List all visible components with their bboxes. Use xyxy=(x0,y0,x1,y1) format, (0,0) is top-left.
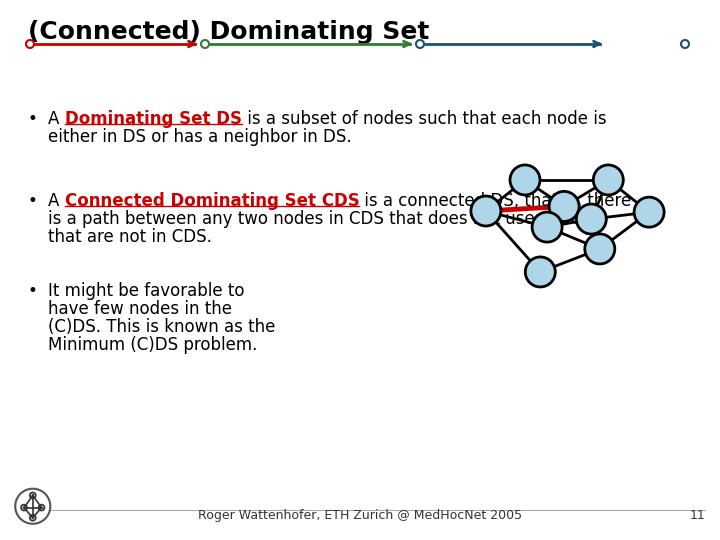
Circle shape xyxy=(532,212,562,242)
Text: is a subset of nodes such that each node is: is a subset of nodes such that each node… xyxy=(242,110,606,128)
Circle shape xyxy=(15,489,50,524)
Circle shape xyxy=(416,40,424,48)
Text: •: • xyxy=(28,110,38,128)
Circle shape xyxy=(21,504,27,511)
Circle shape xyxy=(585,234,615,264)
Text: A: A xyxy=(48,110,65,128)
Circle shape xyxy=(510,165,540,195)
Text: is a connected DS, that is, there: is a connected DS, that is, there xyxy=(359,192,631,210)
Text: It might be favorable to: It might be favorable to xyxy=(48,282,245,300)
Circle shape xyxy=(526,257,555,287)
Text: •: • xyxy=(28,282,38,300)
Circle shape xyxy=(471,196,501,226)
Text: either in DS or has a neighbor in DS.: either in DS or has a neighbor in DS. xyxy=(48,128,351,146)
Circle shape xyxy=(39,504,45,511)
Text: (C)DS. This is known as the: (C)DS. This is known as the xyxy=(48,318,275,336)
Text: Minimum (C)DS problem.: Minimum (C)DS problem. xyxy=(48,336,257,354)
Circle shape xyxy=(201,40,209,48)
Text: have few nodes in the: have few nodes in the xyxy=(48,300,232,318)
Circle shape xyxy=(30,515,36,521)
Text: 11: 11 xyxy=(689,509,705,522)
Text: Connected Dominating Set CDS: Connected Dominating Set CDS xyxy=(65,192,359,210)
Circle shape xyxy=(634,197,664,227)
Text: is a path between any two nodes in CDS that does not use nodes: is a path between any two nodes in CDS t… xyxy=(48,210,590,228)
Text: Roger Wattenhofer, ETH Zurich @ MedHocNet 2005: Roger Wattenhofer, ETH Zurich @ MedHocNe… xyxy=(198,509,522,522)
Text: •: • xyxy=(28,192,38,210)
Text: that are not in CDS.: that are not in CDS. xyxy=(48,228,212,246)
Circle shape xyxy=(576,204,606,234)
Circle shape xyxy=(30,492,36,498)
Circle shape xyxy=(593,165,624,195)
Text: (Connected) Dominating Set: (Connected) Dominating Set xyxy=(28,20,429,44)
Circle shape xyxy=(549,191,579,221)
Circle shape xyxy=(26,40,34,48)
Circle shape xyxy=(681,40,689,48)
Text: Dominating Set DS: Dominating Set DS xyxy=(65,110,242,128)
Text: A: A xyxy=(48,192,65,210)
